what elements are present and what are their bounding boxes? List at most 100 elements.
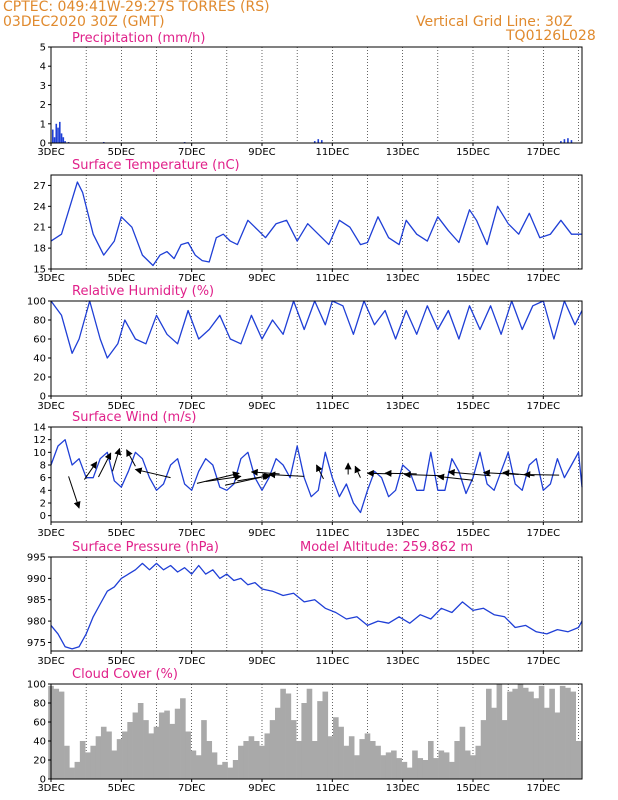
wind-xtick-label: 17DEC bbox=[526, 528, 560, 539]
wind-ytick-label: 10 bbox=[33, 448, 46, 459]
wind-vector-arrow bbox=[268, 471, 305, 479]
cloud-bar bbox=[264, 733, 271, 779]
temp-xtick-label: 5DEC bbox=[108, 273, 135, 284]
cloud-bar bbox=[470, 755, 476, 779]
wind-xtick-label: 7DEC bbox=[178, 528, 205, 539]
cloud-bar bbox=[296, 741, 302, 779]
wind-vector-arrow bbox=[112, 447, 122, 472]
cloud-bar bbox=[227, 767, 234, 779]
cloud-bar bbox=[354, 755, 360, 779]
precip-bar bbox=[55, 123, 58, 143]
cloud-bar bbox=[253, 741, 260, 779]
wind-vector-arrow bbox=[437, 473, 474, 481]
cloud-xtick-label: 15DEC bbox=[456, 783, 490, 794]
cloud-xtick-label: 17DEC bbox=[526, 783, 560, 794]
temp-frame bbox=[50, 174, 583, 270]
pressure-xtick-label: 9DEC bbox=[248, 656, 275, 667]
cloud-ytick-label: 60 bbox=[33, 718, 46, 729]
cloud-bar bbox=[79, 741, 86, 779]
cloud-ytick-label: 20 bbox=[33, 756, 46, 767]
wind-ytick-label: 8 bbox=[40, 461, 46, 472]
cloud-bar bbox=[64, 745, 70, 779]
pressure-ytick-label: 980 bbox=[27, 617, 46, 628]
cloud-bar bbox=[449, 761, 455, 779]
wind-vector-arrow bbox=[68, 476, 81, 509]
pressure-title: Surface Pressure (hPa) bbox=[72, 540, 219, 555]
cloud-bar bbox=[201, 720, 207, 779]
cloud-bar bbox=[391, 750, 397, 779]
precip-bar bbox=[570, 140, 573, 143]
cloud-bar bbox=[522, 687, 529, 779]
temp-panel: 15 18 21 24 27 3DEC 5DEC 7DEC 9DEC 11DEC 13DEC 15DE… bbox=[33, 158, 583, 284]
cloud-bar bbox=[549, 688, 555, 779]
cloud-panel: 0 20 40 60 80 100 3DEC 5DEC 7DEC 9DEC 11DEC 13DEC 15… bbox=[27, 667, 583, 794]
wind-xtick-label: 11DEC bbox=[315, 528, 349, 539]
rh-xtick-label: 11DEC bbox=[315, 401, 349, 412]
cloud-bar bbox=[554, 712, 561, 779]
cloud-bar bbox=[174, 708, 181, 779]
precip-ytick-label: 1 bbox=[40, 119, 46, 130]
cloud-bar bbox=[238, 745, 244, 779]
wind-ytick-label: 0 bbox=[40, 511, 46, 522]
cloud-bar bbox=[369, 741, 376, 779]
pressure-xtick-label: 17DEC bbox=[526, 656, 560, 667]
cloud-bar bbox=[290, 720, 297, 779]
temp-ytick-label: 21 bbox=[33, 223, 46, 234]
wind-series-line bbox=[50, 439, 583, 514]
cloud-xtick-label: 3DEC bbox=[37, 783, 64, 794]
wind-vector-arrow bbox=[403, 471, 444, 479]
cloud-bar bbox=[570, 691, 577, 779]
rh-xtick-label: 13DEC bbox=[386, 401, 420, 412]
cloud-bar bbox=[475, 745, 482, 779]
cloud-bar bbox=[433, 758, 439, 779]
cloud-bar bbox=[69, 767, 75, 779]
cloud-bar bbox=[164, 710, 170, 779]
precip-xtick-label: 3DEC bbox=[37, 147, 64, 158]
cloud-bar bbox=[317, 701, 323, 779]
wind-vector-arrow bbox=[126, 449, 136, 467]
wind-vector-arrow bbox=[354, 465, 362, 478]
rh-xtick-label: 15DEC bbox=[456, 401, 490, 412]
cloud-frame bbox=[50, 683, 583, 780]
wind-vector-arrow bbox=[482, 469, 519, 477]
cloud-bar bbox=[269, 720, 276, 779]
rh-xtick-label: 7DEC bbox=[178, 401, 205, 412]
cloud-bar bbox=[90, 745, 96, 779]
cloud-xtick-label: 11DEC bbox=[315, 783, 349, 794]
rh-ytick-label: 0 bbox=[40, 392, 46, 403]
pressure-panel: 975 980 985 990 995 3DEC 5DEC 7DEC 9DEC 11DEC 13DE… bbox=[27, 540, 583, 667]
cloud-bar bbox=[311, 741, 318, 779]
cloud-bar bbox=[385, 752, 392, 779]
cloud-bar bbox=[259, 745, 265, 779]
cloud-bar bbox=[375, 745, 381, 779]
precip-bar bbox=[317, 139, 320, 143]
cloud-bar bbox=[575, 741, 582, 779]
cloud-bar bbox=[143, 720, 149, 779]
precip-xtick-label: 9DEC bbox=[248, 147, 275, 158]
precip-bar bbox=[64, 141, 66, 143]
cloud-bar bbox=[338, 726, 344, 779]
cloud-bar bbox=[427, 741, 434, 779]
wind-xtick-label: 15DEC bbox=[456, 528, 490, 539]
cloud-bar bbox=[454, 741, 460, 779]
precip-xtick-label: 13DEC bbox=[386, 147, 420, 158]
cloud-bar bbox=[359, 739, 366, 779]
cloud-bar bbox=[211, 752, 218, 779]
rh-ytick-label: 20 bbox=[33, 373, 46, 384]
precip-bar bbox=[51, 129, 54, 143]
precip-ytick-label: 5 bbox=[40, 43, 46, 54]
cloud-bar bbox=[528, 691, 534, 779]
temp-xtick-label: 7DEC bbox=[178, 273, 205, 284]
cloud-bar bbox=[111, 750, 118, 779]
wind-vector-arrow bbox=[237, 473, 270, 482]
cloud-bar bbox=[153, 726, 160, 779]
cloud-bar bbox=[406, 767, 413, 779]
precip-bar bbox=[53, 137, 56, 143]
pressure-series-line bbox=[50, 562, 583, 650]
cloud-bar bbox=[517, 684, 524, 779]
cloud-bar bbox=[544, 707, 550, 779]
cloud-title: Cloud Cover (%) bbox=[72, 667, 178, 682]
pressure-xtick-label: 15DEC bbox=[456, 656, 490, 667]
